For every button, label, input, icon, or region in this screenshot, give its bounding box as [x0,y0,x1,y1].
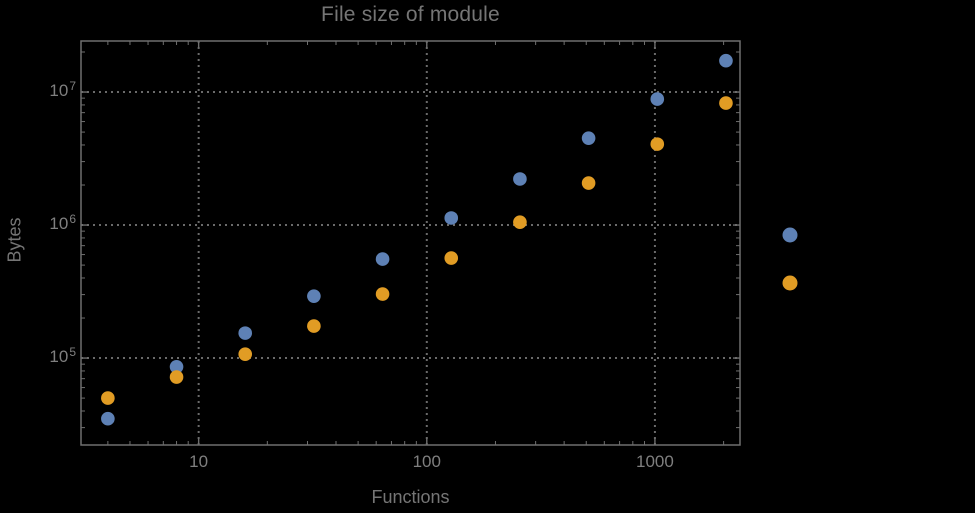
data-point-series-blue [581,131,596,145]
data-point-series-orange [307,319,321,333]
data-point-series-blue [444,211,459,225]
data-point-series-blue [307,289,321,303]
data-point-series-blue [169,359,184,374]
data-point-series-orange [719,96,733,110]
data-point-series-orange [375,287,390,301]
legend-marker-blue [782,227,798,243]
legend-marker-orange [782,275,798,291]
data-point-series-blue [513,172,527,186]
data-point-series-orange [650,137,665,151]
chart-title: File size of module [321,3,500,26]
data-point-series-orange [238,347,253,361]
data-point-series-orange [581,176,596,190]
data-point-series-orange [444,251,459,265]
data-point-series-blue [719,53,733,68]
plot-frame [80,40,741,446]
data-point-series-blue [101,411,115,426]
data-point-series-blue [375,252,390,266]
data-point-series-orange [169,370,184,384]
data-point-series-blue [650,92,665,106]
data-point-series-orange [513,215,527,230]
data-point-series-blue [238,326,253,340]
data-point-series-orange [101,391,115,405]
x-axis-label: Functions [371,487,450,507]
